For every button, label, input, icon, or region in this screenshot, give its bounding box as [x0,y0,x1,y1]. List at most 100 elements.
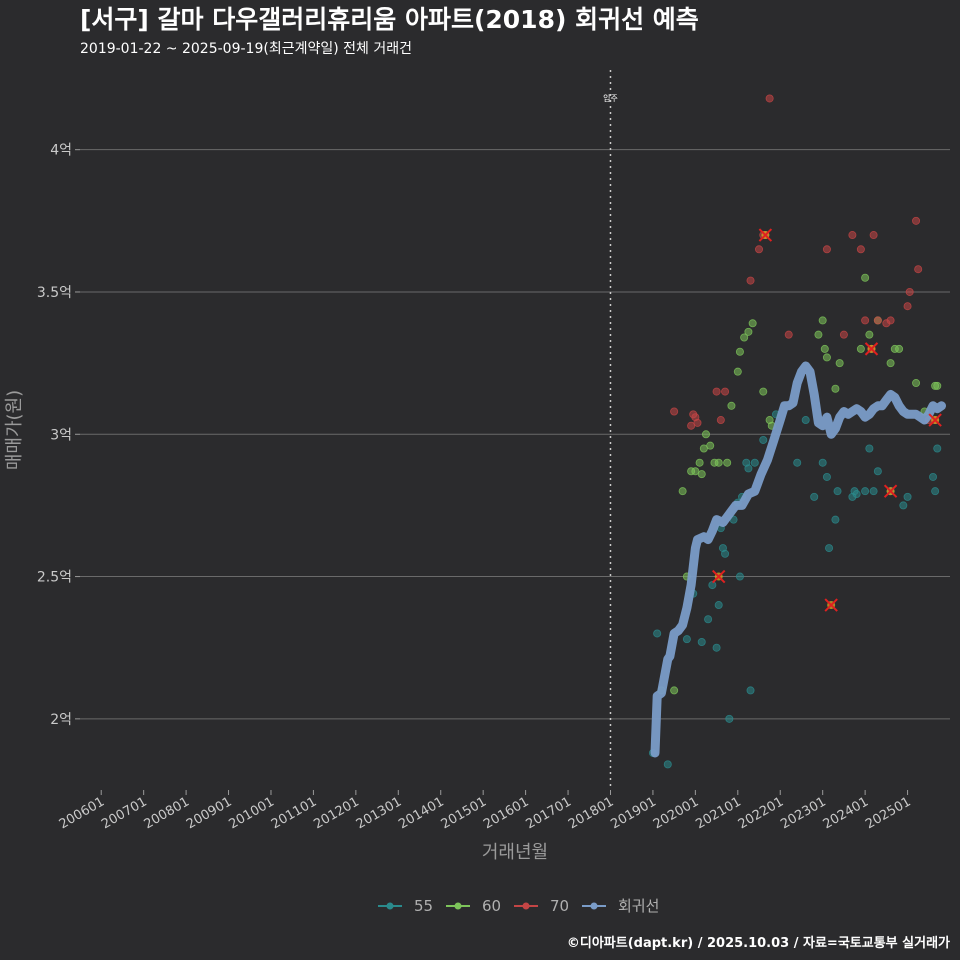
x-tick-label: 201801 [566,794,616,832]
x-tick-label: 202501 [863,794,913,832]
data-point-60 [831,384,840,393]
x-tick-label: 200601 [57,794,107,832]
data-point-55 [801,416,810,425]
x-axis-ticks: 2006012007012008012009012010012011012012… [57,790,914,832]
data-point-70 [848,231,857,240]
data-point-70 [903,302,912,311]
legend-swatch-dot [522,902,530,910]
data-point-70 [912,216,921,225]
data-point-55 [931,487,940,496]
x-tick-label: 201001 [226,794,276,832]
highlight-x-stroke [758,228,773,242]
data-point-55 [825,544,834,553]
data-point-70 [905,287,914,296]
x-tick-label: 201101 [269,794,319,832]
data-point-55 [929,472,938,481]
legend-item-60: 60 [446,897,501,915]
data-point-55 [714,601,723,610]
data-point-70 [839,330,848,339]
data-point-70 [716,416,725,425]
regression-line [650,361,946,758]
data-point-60 [706,441,715,450]
data-point-60 [814,330,823,339]
y-tick-label: 4억 [50,143,72,159]
x-tick-label: 201201 [311,794,361,832]
data-point-70 [869,231,878,240]
x-tick-label: 200801 [142,794,192,832]
highlight-x-stroke [712,569,726,584]
data-point-55 [873,467,882,476]
data-point-60 [820,344,829,353]
highlight-marker [758,228,773,242]
data-point-60 [744,327,753,336]
x-tick-label: 202301 [778,794,828,832]
chart-title: [서구] 갈마 다우갤러리휴리움 아파트(2018) 회귀선 예측 [80,5,699,34]
legend-label: 55 [414,897,433,915]
data-point-55 [822,472,831,481]
data-point-55 [721,549,730,558]
data-point-55 [818,458,827,467]
data-point-60 [748,319,757,328]
y-axis-ticks: 2억 2.5억 3억 3.5억 4억 [37,143,80,728]
data-point-55 [750,458,759,467]
x-tick-label: 202201 [736,794,786,832]
x-tick-label: 202001 [651,794,701,832]
grid-lines [80,149,950,720]
data-point-55 [933,444,942,453]
highlight-x-stroke [928,413,942,427]
data-point-55 [869,487,878,496]
data-point-60 [697,470,706,479]
data-point-70 [693,418,702,427]
data-point-70 [721,387,730,396]
highlight-marker [928,413,942,427]
data-point-55 [903,492,912,501]
data-point-55 [663,760,672,769]
data-point-60 [818,316,827,325]
data-point-55 [682,635,691,644]
legend: 55 60 70 회귀선 [378,897,659,915]
x-tick-label: 200901 [184,794,234,832]
data-point-60 [856,344,865,353]
y-tick-label: 2억 [50,712,72,728]
data-point-55 [793,458,802,467]
data-point-60 [714,458,723,467]
highlight-marker [883,484,898,498]
data-point-55 [712,643,721,652]
data-point-70 [822,245,831,254]
legend-label: 회귀선 [618,897,659,915]
y-tick-label: 3.5억 [37,285,72,301]
x-tick-label: 202101 [693,794,743,832]
y-tick-label: 2.5억 [37,570,72,586]
y-tick-label: 3억 [50,427,72,443]
data-point-70 [712,387,721,396]
data-point-70 [755,245,764,254]
move-in-marker: 입주 [603,70,618,790]
x-tick-label: 202401 [821,794,871,832]
regression-path [650,361,946,758]
data-point-60 [740,333,749,342]
highlight-markers [712,228,942,612]
data-point-55 [653,629,662,638]
legend-label: 60 [482,897,501,915]
data-point-60 [759,387,768,396]
highlight-x-stroke [864,342,879,356]
legend-label: 70 [550,897,569,915]
data-point-60 [735,347,744,356]
scatter-points [648,94,942,769]
data-point-55 [833,487,842,496]
footer-credit: ©디아파트(dapt.kr) / 2025.10.03 / 자료=국토교통부 실… [567,935,950,951]
x-tick-label: 201701 [524,794,574,832]
x-tick-label: 201301 [354,794,404,832]
data-point-60 [886,359,895,368]
data-point-70 [861,316,870,325]
data-point-60 [678,487,687,496]
highlight-marker [824,598,838,612]
data-point-55 [746,686,755,695]
x-tick-label: 201501 [439,794,489,832]
data-point-60 [727,401,736,410]
data-point-70 [886,316,895,325]
data-point-60 [895,344,904,353]
data-point-60 [701,430,710,439]
data-point-60 [822,353,831,362]
